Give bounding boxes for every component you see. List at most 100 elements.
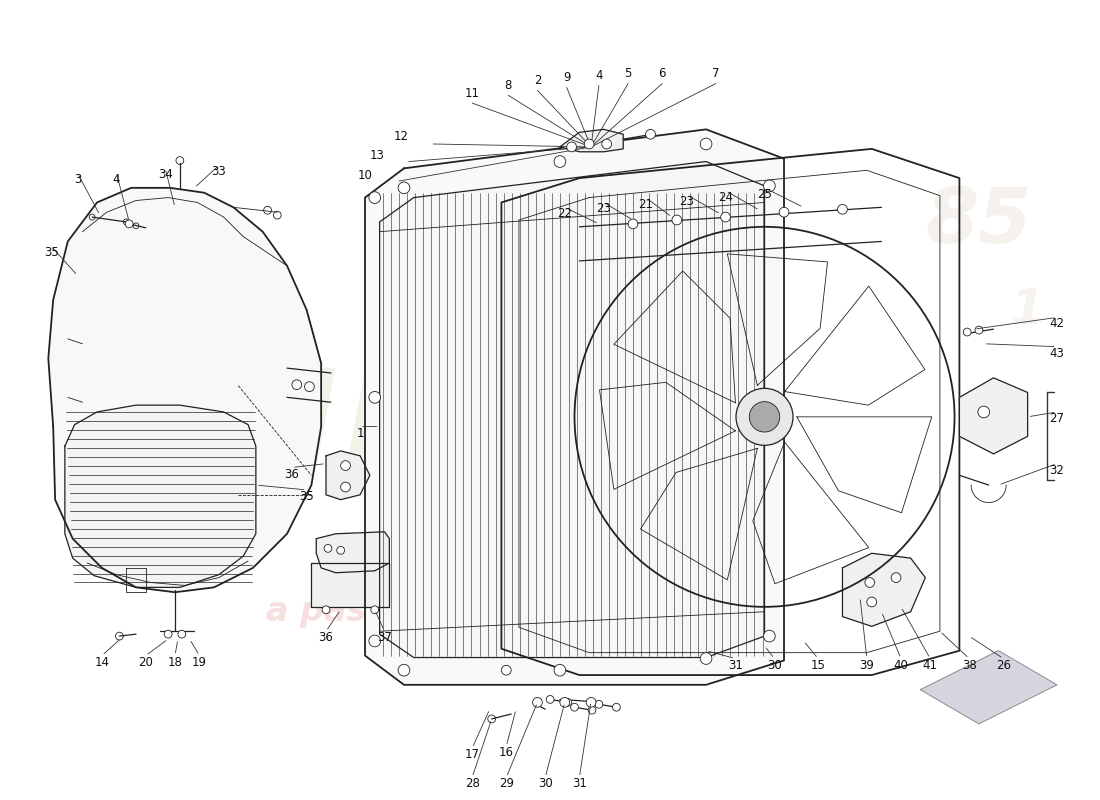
Circle shape	[368, 391, 381, 403]
Circle shape	[571, 703, 579, 711]
Circle shape	[701, 653, 712, 664]
Polygon shape	[843, 554, 925, 626]
Polygon shape	[48, 188, 321, 592]
Text: 36: 36	[285, 467, 299, 481]
Text: 30: 30	[767, 658, 782, 671]
Text: 18: 18	[167, 655, 183, 669]
Circle shape	[368, 635, 381, 647]
Text: 3: 3	[74, 174, 81, 186]
Polygon shape	[317, 532, 389, 573]
Text: 24: 24	[718, 190, 733, 204]
Polygon shape	[326, 451, 370, 500]
Text: 28: 28	[464, 778, 480, 790]
Circle shape	[371, 606, 378, 614]
Text: 8: 8	[505, 79, 512, 92]
Circle shape	[341, 461, 351, 470]
Text: EuroPa: EuroPa	[89, 329, 796, 505]
Circle shape	[560, 698, 570, 707]
Text: 2: 2	[534, 74, 541, 87]
Circle shape	[164, 630, 172, 638]
Text: 33: 33	[211, 166, 227, 178]
Text: 40: 40	[893, 658, 909, 671]
Circle shape	[341, 482, 351, 492]
Polygon shape	[365, 130, 784, 685]
Text: 19: 19	[191, 655, 207, 669]
Polygon shape	[65, 405, 256, 587]
Text: 38: 38	[961, 658, 977, 671]
Text: 29: 29	[498, 778, 514, 790]
Text: 32: 32	[1049, 464, 1065, 477]
Circle shape	[125, 220, 133, 228]
Circle shape	[554, 156, 565, 167]
Circle shape	[566, 142, 576, 152]
Circle shape	[964, 328, 971, 336]
Text: 23: 23	[596, 202, 612, 215]
Circle shape	[368, 192, 381, 203]
Text: 43: 43	[1049, 346, 1065, 360]
Text: 1: 1	[356, 426, 364, 439]
Polygon shape	[560, 130, 624, 152]
Text: 25: 25	[757, 188, 772, 201]
Text: 1: 1	[1011, 286, 1045, 334]
Text: 31: 31	[572, 778, 586, 790]
Text: 13: 13	[370, 149, 385, 162]
Text: 9: 9	[563, 71, 571, 84]
Text: a passion for parts: a passion for parts	[266, 595, 620, 628]
Text: 5: 5	[625, 67, 631, 80]
Text: 22: 22	[558, 207, 572, 220]
Circle shape	[763, 630, 776, 642]
Circle shape	[532, 698, 542, 707]
Circle shape	[837, 205, 847, 214]
Circle shape	[602, 139, 612, 149]
Text: 30: 30	[538, 778, 552, 790]
Polygon shape	[921, 650, 1057, 724]
Text: 12: 12	[394, 130, 409, 142]
Circle shape	[322, 606, 330, 614]
Text: 7: 7	[712, 67, 719, 80]
Text: 34: 34	[157, 168, 173, 182]
Circle shape	[584, 139, 594, 149]
Text: 10: 10	[358, 169, 373, 182]
Circle shape	[865, 578, 874, 587]
Circle shape	[564, 698, 572, 706]
Text: 14: 14	[95, 655, 109, 669]
Circle shape	[547, 695, 554, 703]
Text: 6: 6	[659, 67, 666, 80]
Circle shape	[749, 402, 780, 432]
Circle shape	[701, 138, 712, 150]
Text: 35: 35	[44, 246, 58, 259]
Polygon shape	[379, 162, 764, 658]
Circle shape	[672, 215, 682, 225]
Circle shape	[586, 698, 596, 707]
Circle shape	[554, 664, 565, 676]
Circle shape	[588, 706, 596, 714]
Text: 16: 16	[498, 746, 514, 759]
Circle shape	[891, 573, 901, 582]
Text: 26: 26	[996, 658, 1011, 671]
Circle shape	[779, 207, 789, 217]
Circle shape	[628, 219, 638, 229]
Circle shape	[646, 130, 656, 139]
Circle shape	[867, 597, 877, 607]
Polygon shape	[959, 378, 1027, 454]
Circle shape	[502, 666, 512, 675]
Circle shape	[595, 701, 603, 708]
Circle shape	[337, 546, 344, 554]
Text: 4: 4	[595, 70, 603, 82]
Circle shape	[178, 630, 186, 638]
Text: rts: rts	[443, 329, 726, 505]
Text: 4: 4	[113, 174, 120, 186]
Text: 20: 20	[139, 655, 153, 669]
Text: 42: 42	[1049, 318, 1065, 330]
Circle shape	[324, 545, 332, 552]
Circle shape	[763, 391, 776, 403]
Text: 17: 17	[464, 748, 480, 761]
Text: 85: 85	[926, 185, 1032, 259]
Text: 41: 41	[923, 658, 937, 671]
Text: 15: 15	[811, 658, 826, 671]
Text: 39: 39	[859, 658, 874, 671]
Text: 31: 31	[728, 658, 743, 671]
Polygon shape	[311, 563, 389, 607]
Circle shape	[736, 388, 793, 446]
Circle shape	[613, 703, 620, 711]
